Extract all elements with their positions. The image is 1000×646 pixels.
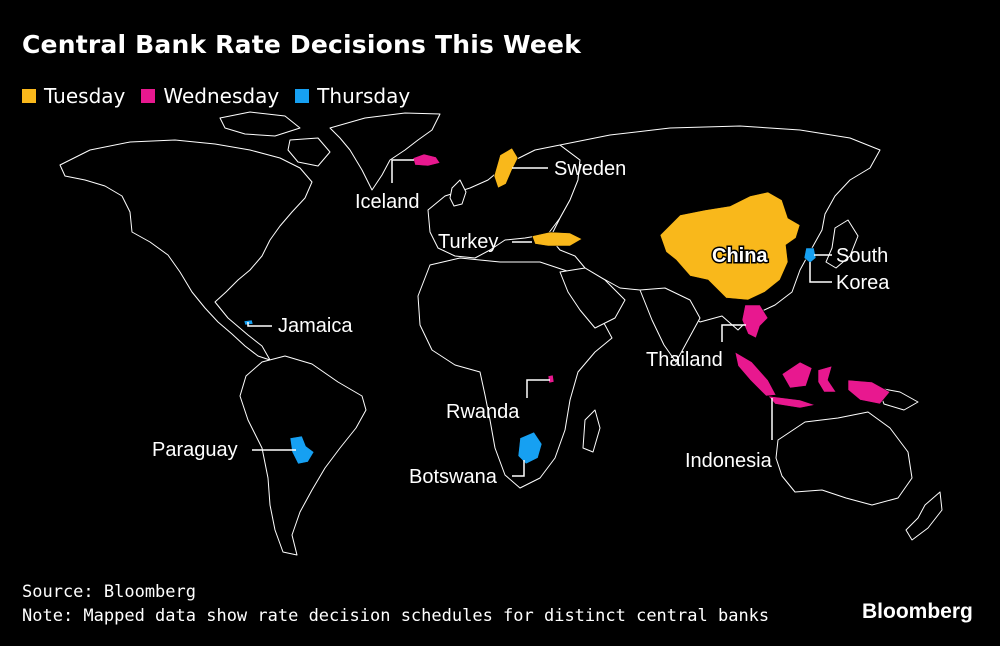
country-rwanda [547,374,555,384]
leader-iceland [391,159,414,183]
label-turkey: Turkey [438,231,498,253]
british-isles-outline [449,179,467,207]
country-paraguay [289,435,315,465]
leader-jamaica [247,322,272,327]
label-iceland: Iceland [355,191,420,213]
legend-item-wednesday: Wednesday [141,84,279,108]
arctic-islands-outline [219,111,301,137]
label-sweden: Sweden [554,158,626,180]
country-botswana [517,431,543,465]
baffin-island-outline [287,137,331,167]
arabia-outline [559,267,626,329]
india-outline [639,287,701,363]
country-indonesia-papua [847,379,891,405]
legend-item-thursday: Thursday [295,84,410,108]
label-jamaica: Jamaica [278,315,353,337]
country-iceland [412,153,441,167]
legend-swatch-thursday [295,89,310,103]
country-turkey [531,231,583,247]
madagascar-outline [582,409,601,453]
source-note: Source: Bloomberg [22,582,196,602]
bloomberg-logo: Bloomberg [862,600,973,623]
legend: Tuesday Wednesday Thursday [22,84,426,108]
label-south-korea-line2: Korea [836,272,890,294]
legend-swatch-wednesday [141,89,156,103]
country-indonesia-borneo [781,361,813,389]
country-thailand [741,304,769,339]
leader-thailand [721,324,746,342]
label-thailand: Thailand [646,349,723,371]
country-indonesia-java [767,395,817,409]
legend-item-tuesday: Tuesday [22,84,125,108]
country-indonesia-sumatra [734,351,777,397]
country-sweden [493,147,519,189]
legend-label-thursday: Thursday [317,84,411,108]
label-botswana: Botswana [409,466,498,488]
greenland-outline [329,112,441,191]
north-america-outline [59,139,313,361]
label-china: China [712,245,768,267]
label-south-korea-line1: South [836,245,888,267]
leader-rwanda [526,379,550,398]
japan-outline [825,219,859,269]
legend-swatch-tuesday [22,89,36,103]
country-china [659,191,801,301]
leader-korea [809,262,832,283]
country-indonesia-sulawesi [817,365,837,393]
label-rwanda: Rwanda [446,401,520,423]
new-zealand-outline [905,491,943,541]
leader-botswana [512,460,525,477]
footnote: Note: Mapped data show rate decision sch… [22,606,770,626]
label-indonesia: Indonesia [685,450,773,472]
australia-outline [775,411,913,506]
label-paraguay: Paraguay [152,439,238,461]
chart-title: Central Bank Rate Decisions This Week [22,30,582,59]
country-south-korea [803,247,817,264]
legend-label-tuesday: Tuesday [44,84,126,108]
legend-label-wednesday: Wednesday [163,84,280,108]
